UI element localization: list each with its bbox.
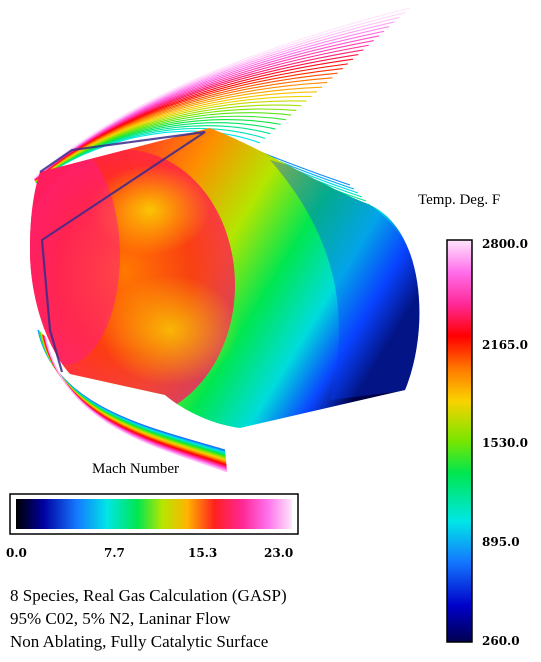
simulation-notes: 8 Species, Real Gas Calculation (GASP) 9… xyxy=(10,584,287,653)
mach-tick-label: 0.0 xyxy=(6,546,27,560)
mach-tick-label: 23.0 xyxy=(264,546,294,560)
mach-legend-title: Mach Number xyxy=(92,461,180,477)
temperature-legend-title: Temp. Deg. F xyxy=(418,192,501,208)
streamline xyxy=(45,337,228,473)
mach-colorbar xyxy=(9,493,299,535)
temperature-tick-label: 2800.0 xyxy=(482,237,528,251)
mach-tick-label: 7.7 xyxy=(104,546,125,560)
mach-tick-label: 15.3 xyxy=(188,546,218,560)
temperature-tick-label: 1530.0 xyxy=(482,436,528,450)
vehicle-body xyxy=(30,128,420,428)
note-line: 95% C02, 5% N2, Laninar Flow xyxy=(10,609,231,628)
temperature-tick-label: 260.0 xyxy=(482,634,520,648)
temperature-tick-label: 895.0 xyxy=(482,535,520,549)
temperature-colorbar xyxy=(446,239,473,643)
note-line: 8 Species, Real Gas Calculation (GASP) xyxy=(10,586,287,605)
note-line: Non Ablating, Fully Catalytic Surface xyxy=(10,632,269,651)
streamline xyxy=(33,7,411,179)
temperature-tick-label: 2165.0 xyxy=(482,338,528,352)
